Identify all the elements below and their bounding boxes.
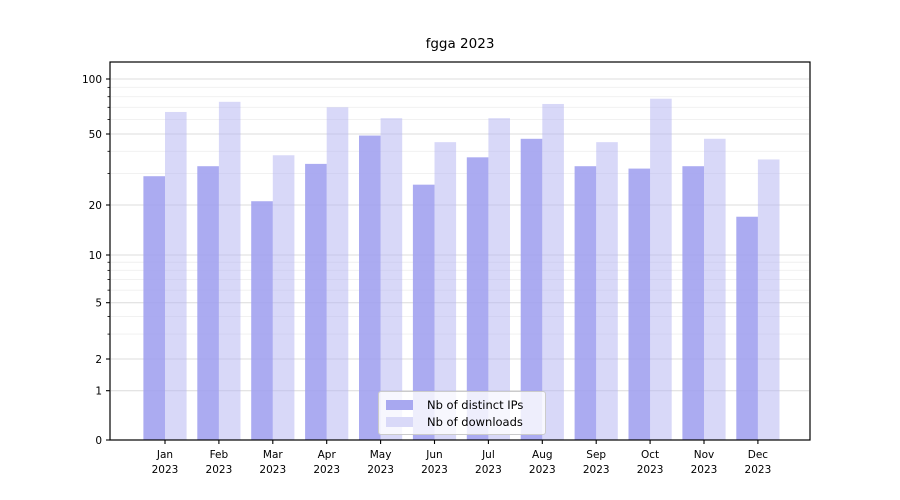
x-tick-label-month: Apr [318, 449, 337, 461]
x-tick-label-year: 2023 [367, 464, 394, 476]
legend-label-distinct-ips: Nb of distinct IPs [427, 398, 524, 413]
bar-distinct-ips-aug [520, 138, 543, 440]
x-tick-label-month: May [370, 449, 392, 461]
bar-downloads-nov [704, 138, 726, 440]
x-tick-label-year: 2023 [313, 464, 340, 476]
legend: Nb of distinct IPs Nb of downloads [378, 391, 546, 435]
y-tick-label: 50 [89, 129, 102, 141]
bar-downloads-sep [596, 142, 618, 440]
x-tick-label-month: Feb [210, 449, 229, 461]
bar-downloads-mar [272, 155, 295, 440]
x-tick-label-month: Dec [748, 449, 769, 461]
bar-distinct-ips-nov [682, 166, 704, 440]
x-tick-label-year: 2023 [745, 464, 772, 476]
x-tick-label-year: 2023 [529, 464, 556, 476]
legend-swatch-downloads [386, 416, 413, 427]
bar-downloads-may [380, 118, 403, 441]
x-tick-label-month: Nov [694, 449, 715, 461]
legend-item-downloads: Nb of downloads [386, 414, 536, 430]
x-tick-label-year: 2023 [583, 464, 610, 476]
bar-downloads-dec [757, 159, 780, 440]
bar-downloads-apr [326, 107, 349, 441]
bar-distinct-ips-feb [197, 166, 219, 440]
x-tick-label-month: Aug [532, 449, 553, 461]
x-tick-label-month: Sep [586, 449, 606, 461]
bar-distinct-ips-dec [736, 216, 758, 440]
y-tick-label: 0 [95, 435, 102, 447]
bar-distinct-ips-apr [305, 163, 327, 441]
legend-item-distinct-ips: Nb of distinct IPs [386, 397, 536, 413]
x-tick-label-month: Jun [425, 449, 442, 461]
y-tick-label: 5 [95, 298, 102, 310]
bar-downloads-aug [542, 103, 564, 440]
bar-distinct-ips-mar [251, 201, 273, 440]
x-tick-label-year: 2023 [475, 464, 502, 476]
y-tick-label: 2 [95, 354, 102, 366]
plot-frame [109, 61, 811, 441]
bar-downloads-jul [488, 118, 510, 441]
bar-downloads-jun [434, 142, 457, 440]
bar-downloads-feb [218, 101, 241, 441]
bar-downloads-jan [165, 111, 187, 441]
legend-swatch-distinct-ips [386, 400, 413, 411]
x-tick-label-month: Jan [156, 449, 173, 461]
x-tick-label-month: Oct [641, 449, 659, 461]
x-tick-label-year: 2023 [637, 464, 664, 476]
chart-title: fgga 2023 [425, 36, 495, 52]
y-tick-label: 10 [89, 250, 102, 262]
bar-distinct-ips-oct [628, 168, 651, 440]
bar-distinct-ips-jul [466, 157, 489, 440]
y-tick-label: 20 [89, 200, 102, 212]
bar-distinct-ips-may [359, 135, 381, 440]
x-tick-label-month: Mar [263, 449, 283, 461]
x-tick-label-year: 2023 [206, 464, 233, 476]
legend-label-downloads: Nb of downloads [427, 414, 523, 429]
y-tick-label: 1 [95, 386, 102, 398]
bar-distinct-ips-sep [574, 166, 597, 440]
x-tick-label-year: 2023 [691, 464, 718, 476]
x-tick-label-month: Jul [481, 449, 495, 461]
x-tick-label-year: 2023 [152, 464, 179, 476]
y-tick-label: 100 [82, 74, 102, 86]
bar-distinct-ips-jan [143, 176, 165, 440]
x-tick-label-year: 2023 [421, 464, 448, 476]
bar-downloads-oct [650, 98, 672, 440]
bar-distinct-ips-jun [412, 184, 435, 440]
x-tick-label-year: 2023 [259, 464, 286, 476]
